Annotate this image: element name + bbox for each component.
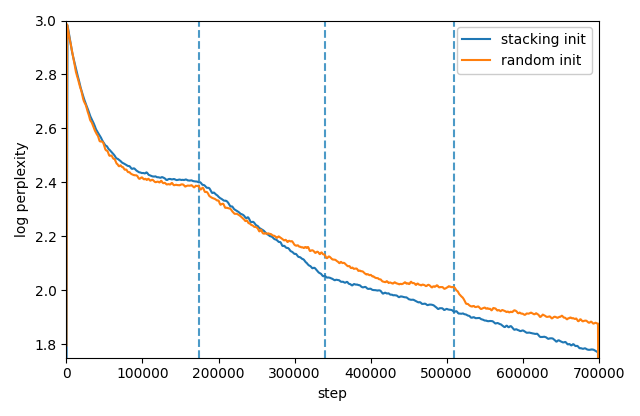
stacking init: [308, 266, 316, 271]
stacking init: [342, 280, 350, 285]
stacking init: [192, 179, 200, 184]
random init: [246, 221, 254, 226]
Legend: stacking init, random init: stacking init, random init: [457, 27, 592, 74]
random init: [342, 262, 350, 267]
Line: random init: random init: [67, 25, 599, 416]
Line: stacking init: stacking init: [67, 25, 599, 416]
random init: [63, 343, 70, 348]
X-axis label: step: step: [317, 387, 348, 401]
stacking init: [495, 321, 502, 326]
random init: [63, 22, 71, 27]
Y-axis label: log perplexity: log perplexity: [15, 141, 29, 237]
random init: [308, 248, 316, 253]
stacking init: [588, 347, 595, 352]
random init: [495, 307, 502, 312]
stacking init: [64, 23, 72, 28]
stacking init: [246, 218, 254, 223]
random init: [192, 183, 200, 188]
random init: [588, 319, 595, 324]
